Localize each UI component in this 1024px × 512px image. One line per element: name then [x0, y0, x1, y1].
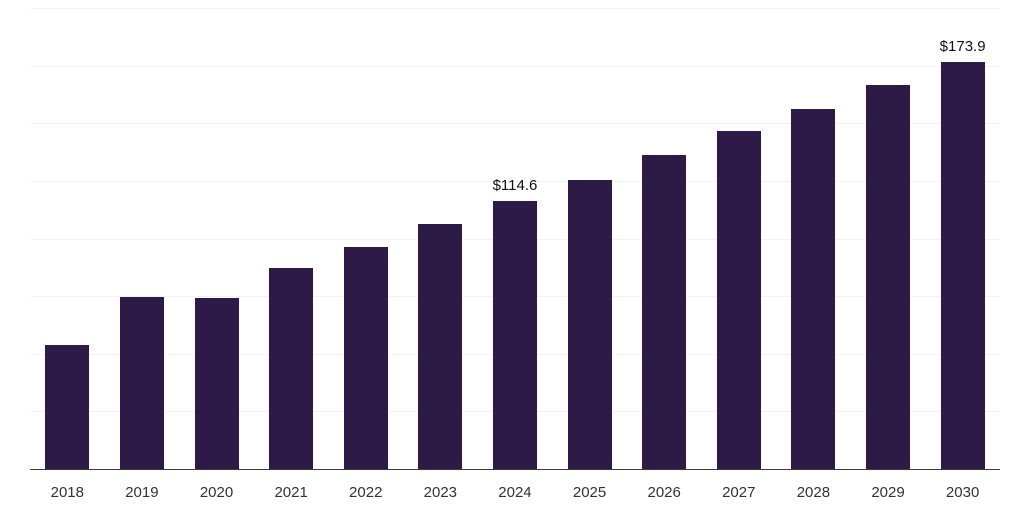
bar-value-label-2030: $173.9	[939, 38, 986, 56]
bar-2023	[418, 223, 463, 469]
x-tick-label-2018: 2018	[50, 483, 84, 501]
bar-2025	[567, 179, 612, 469]
bar-2019	[119, 297, 164, 469]
bar-slot-2024: $114.6	[478, 8, 553, 469]
x-tick-label-2024: 2024	[498, 483, 532, 501]
bar-slot-2020	[179, 8, 254, 469]
bar-2030	[940, 62, 985, 469]
bar-slot-2021	[254, 8, 329, 469]
bar-slot-2023	[403, 8, 478, 469]
bar-2022	[343, 246, 388, 469]
bar-2020	[194, 298, 239, 469]
bar-series: $114.6 $173.9	[30, 8, 1000, 469]
bar-slot-2022	[328, 8, 403, 469]
plot-area: $114.6 $173.9	[30, 8, 1000, 470]
x-tick-label-2028: 2028	[796, 483, 831, 501]
x-tick-label-2021: 2021	[274, 483, 308, 501]
x-tick-label-2027: 2027	[722, 483, 756, 501]
bar-2018	[45, 345, 90, 469]
x-tick-label-2019: 2019	[125, 483, 159, 501]
x-axis-tick-labels: 2018 2019 2020 2021 2022 2023 2024 2025 2026 2027…	[30, 470, 1000, 512]
bar-2024	[492, 200, 537, 469]
bar-2021	[269, 268, 314, 469]
x-tick-label-2029: 2029	[871, 483, 905, 501]
bar-2028	[791, 108, 836, 469]
bar-2029	[866, 85, 910, 469]
bar-slot-2018	[30, 8, 105, 469]
bar-slot-2025	[552, 8, 627, 469]
bar-2027	[716, 130, 761, 469]
x-tick-label-2030: 2030	[945, 483, 980, 501]
bar-2026	[642, 154, 687, 469]
x-tick-label-2025: 2025	[572, 483, 607, 501]
bar-slot-2027	[701, 8, 776, 469]
bar-slot-2028	[776, 8, 851, 469]
x-tick-label-2020: 2020	[199, 483, 234, 501]
gridline-row	[30, 65, 1000, 124]
bar-slot-2029	[851, 8, 926, 469]
x-tick-label-2023: 2023	[423, 483, 458, 501]
x-tick-label-2026: 2026	[647, 483, 681, 501]
x-tick-label-2022: 2022	[349, 483, 383, 501]
bar-value-label-2024: $114.6	[492, 176, 538, 194]
gridline-row	[30, 180, 1000, 239]
gridline-row	[30, 123, 1000, 181]
gridline-row	[30, 8, 1000, 66]
bar-slot-2026	[627, 8, 702, 469]
bar-slot-2030: $173.9	[925, 8, 1000, 469]
bar-slot-2019	[105, 8, 180, 469]
